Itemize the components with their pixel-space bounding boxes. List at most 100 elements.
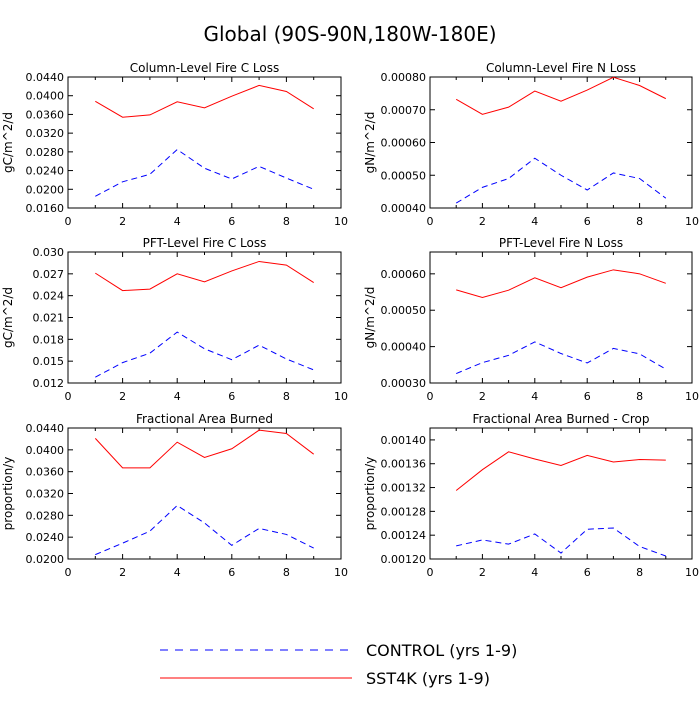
y-tick-label: 0.030 <box>33 246 65 259</box>
y-tick-label: 0.00070 <box>381 104 427 117</box>
y-tick-label: 0.00128 <box>381 505 427 518</box>
plot-frame <box>67 427 342 560</box>
control-series-line <box>456 527 666 557</box>
x-tick-label: 0 <box>65 566 72 579</box>
y-tick-label: 0.00040 <box>381 341 427 354</box>
y-tick-label: 0.0200 <box>26 553 65 566</box>
sst4k-series-line <box>95 260 314 292</box>
chart-panel-3: PFT-Level Fire C Loss gC/m^2/d 0 2 4 6 8 10 0.01… <box>1 236 348 403</box>
x-tick-label: 4 <box>531 566 538 579</box>
panel-title: Column-Level Fire C Loss <box>130 61 280 75</box>
y-tick-label: 0.0280 <box>26 509 65 522</box>
y-tick-label: 0.00120 <box>381 553 427 566</box>
y-tick-label: 0.018 <box>33 333 65 346</box>
y-tick-label: 0.021 <box>33 312 65 325</box>
y-tick-label: 0.0200 <box>26 183 65 196</box>
y-tick-label: 0.0360 <box>26 108 65 121</box>
x-tick-label: 10 <box>685 566 699 579</box>
plot-frame <box>67 251 342 384</box>
chart-panel-1: Column-Level Fire C Loss gC/m^2/d 0 2 4 6 8 10 0… <box>1 61 348 228</box>
y-tick-label: 0.0440 <box>26 422 65 435</box>
panel-title: Column-Level Fire N Loss <box>486 61 636 75</box>
y-tick-label: 0.0400 <box>26 90 65 103</box>
y-tick-label: 0.012 <box>33 377 65 390</box>
x-tick-label: 4 <box>531 390 538 403</box>
control-series-line <box>455 157 667 204</box>
legend-sst4k-label: SST4K (yrs 1-9) <box>366 669 490 688</box>
x-tick-label: 6 <box>228 390 235 403</box>
y-tick-label: 0.0160 <box>26 202 65 215</box>
x-tick-label: 0 <box>427 390 434 403</box>
y-tick-label: 0.0440 <box>26 71 65 84</box>
x-tick-label: 8 <box>283 566 290 579</box>
y-tick-label: 0.00140 <box>381 434 427 447</box>
y-tick-label: 0.00030 <box>381 377 427 390</box>
y-tick-label: 0.015 <box>33 355 65 368</box>
figure-title: Global (90S-90N,180W-180E) <box>203 22 497 46</box>
x-tick-label: 6 <box>584 390 591 403</box>
x-tick-label: 10 <box>685 390 699 403</box>
y-tick-label: 0.00080 <box>381 71 427 84</box>
x-tick-label: 10 <box>334 215 348 228</box>
x-tick-label: 6 <box>584 215 591 228</box>
y-tick-label: 0.00136 <box>381 458 427 471</box>
x-tick-label: 6 <box>228 566 235 579</box>
sst4k-series-line <box>455 451 666 491</box>
panel-title: Fractional Area Burned - Crop <box>473 412 650 426</box>
control-series-line <box>95 504 314 556</box>
x-tick-label: 2 <box>479 566 486 579</box>
y-tick-label: 0.0240 <box>26 531 65 544</box>
x-tick-label: 2 <box>479 215 486 228</box>
y-tick-label: 0.0240 <box>26 165 65 178</box>
x-tick-label: 8 <box>636 215 643 228</box>
plot-frame <box>67 76 342 209</box>
y-tick-label: 0.0320 <box>26 488 65 501</box>
x-tick-label: 4 <box>174 566 181 579</box>
x-tick-label: 0 <box>427 215 434 228</box>
x-tick-label: 0 <box>65 390 72 403</box>
chart-panel-5: Fractional Area Burned proportion/y 0 2 4 6 8 1… <box>1 412 348 579</box>
y-tick-label: 0.00124 <box>381 529 427 542</box>
x-tick-label: 6 <box>228 215 235 228</box>
y-tick-label: 0.0400 <box>26 444 65 457</box>
legend: CONTROL (yrs 1-9) SST4K (yrs 1-9) <box>160 641 517 688</box>
y-axis-label: gN/m^2/d <box>363 287 377 349</box>
x-tick-label: 0 <box>65 215 72 228</box>
y-axis-label: gC/m^2/d <box>1 112 15 173</box>
y-axis-label: gN/m^2/d <box>363 112 377 174</box>
x-tick-label: 4 <box>531 215 538 228</box>
y-axis-label: gC/m^2/d <box>1 287 15 348</box>
y-tick-label: 0.024 <box>33 290 65 303</box>
chart-panel-2: Column-Level Fire N Loss gN/m^2/d 0 2 4 6 8 10 0… <box>363 61 699 228</box>
sst4k-series-line <box>456 269 666 299</box>
x-tick-label: 8 <box>636 566 643 579</box>
x-tick-label: 8 <box>283 215 290 228</box>
y-tick-label: 0.00050 <box>381 304 427 317</box>
panel-title: PFT-Level Fire N Loss <box>499 236 623 250</box>
x-tick-label: 6 <box>584 566 591 579</box>
y-tick-label: 0.0360 <box>26 466 65 479</box>
y-tick-label: 0.00050 <box>381 169 427 182</box>
chart-panel-6: Fractional Area Burned - Crop proportion/… <box>363 412 699 579</box>
control-series-line <box>95 331 314 378</box>
y-tick-label: 0.00040 <box>381 202 427 215</box>
panel-title: Fractional Area Burned <box>136 412 273 426</box>
y-tick-label: 0.00132 <box>381 482 427 495</box>
x-tick-label: 2 <box>119 215 126 228</box>
y-axis-label: proportion/y <box>1 457 15 531</box>
y-tick-label: 0.00060 <box>381 137 427 150</box>
sst4k-series-line <box>94 429 315 469</box>
control-series-line <box>95 148 314 197</box>
x-tick-label: 4 <box>174 215 181 228</box>
x-tick-label: 8 <box>636 390 643 403</box>
x-tick-label: 10 <box>334 390 348 403</box>
x-tick-label: 2 <box>119 390 126 403</box>
panel-title: PFT-Level Fire C Loss <box>143 236 267 250</box>
sst4k-series-line <box>455 76 667 115</box>
plot-frame <box>429 251 693 384</box>
y-axis-label: proportion/y <box>363 457 377 531</box>
x-tick-label: 10 <box>685 215 699 228</box>
legend-control-label: CONTROL (yrs 1-9) <box>366 641 517 660</box>
